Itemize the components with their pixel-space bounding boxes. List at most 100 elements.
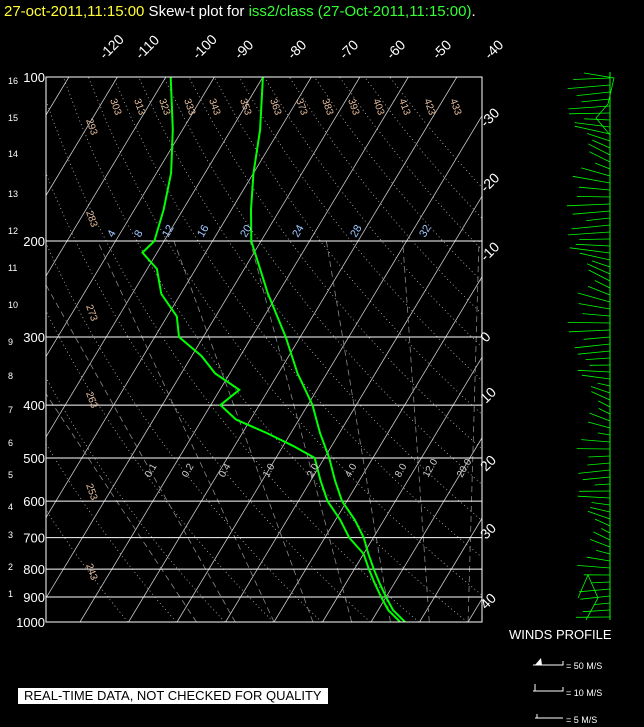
temperature-top-tick-label: -70: [336, 36, 362, 62]
wind-barb: [593, 602, 611, 605]
temperature-right-tick-label: -20: [477, 169, 503, 195]
height-tick-label: 14: [8, 149, 18, 159]
wind-barb: [587, 510, 611, 520]
temperature-right-tick-label: 10: [477, 384, 499, 406]
wind-barb: [577, 292, 611, 303]
wind-barb: [583, 336, 611, 340]
barb-5-label: = 5 M/S: [566, 715, 598, 725]
wind-barb: [598, 408, 611, 415]
temperature-right-tick-label: 20: [477, 452, 499, 474]
temperature-right-tick-label: 30: [477, 520, 499, 542]
wind-barb: [577, 495, 611, 499]
dry-adiabat: [213, 77, 482, 415]
temperature-top-tick-label: -90: [231, 36, 257, 62]
wind-barb-top: [583, 72, 615, 136]
theta-label: 243: [83, 562, 99, 582]
barb-10-label: = 10 M/S: [566, 688, 603, 698]
dry-adiabat: [163, 77, 482, 485]
wind-barb: [591, 502, 611, 506]
theta-label: 323: [156, 97, 172, 117]
height-tick-label: 12: [8, 226, 18, 236]
pressure-tick-label: 400: [23, 398, 45, 413]
temperature-top-tick-label: -60: [383, 36, 409, 62]
pressure-tick-label: 300: [23, 330, 45, 345]
wind-barb: [588, 269, 611, 282]
wind-barb: [591, 581, 611, 584]
mixing-ratio-label: 32: [417, 223, 434, 240]
height-tick-label: 2: [8, 562, 13, 572]
dry-adiabat: [46, 509, 129, 622]
wind-barb: [581, 167, 611, 177]
isotherm: [46, 77, 118, 197]
isotherm: [225, 195, 482, 622]
wind-barb: [586, 217, 611, 221]
wind-barb: [587, 462, 611, 466]
isotherm: [79, 77, 409, 622]
wind-barb: [585, 357, 611, 360]
dry-adiabat: [188, 77, 482, 450]
wind-barb: [568, 329, 611, 333]
wind-barb: [601, 528, 611, 534]
wind-barb: [591, 260, 611, 268]
theta-label: 283: [83, 209, 99, 229]
lower-mixing-label: 12.0: [421, 457, 440, 480]
wind-barb: [586, 263, 611, 275]
wind-barb: [574, 343, 611, 349]
plot-border: [45, 76, 483, 623]
theta-label: 393: [345, 97, 361, 117]
pressure-tick-label: 200: [23, 234, 45, 249]
mixing-ratio-label: 20: [238, 223, 255, 240]
pressure-tick-label: 1000: [16, 615, 45, 630]
wind-barb: [597, 432, 611, 436]
wind-barb: [587, 133, 611, 142]
dry-adiabat: [88, 77, 482, 596]
wind-barb: [578, 303, 611, 310]
theta-label: 303: [107, 97, 123, 117]
wind-barb: [595, 549, 611, 555]
height-tick-label: 16: [8, 76, 18, 86]
height-tick-label: 9: [8, 337, 13, 347]
theta-label: 263: [83, 390, 99, 410]
wind-barb: [588, 455, 611, 458]
moist-adiabat: [402, 241, 430, 622]
wind-barb: [566, 203, 611, 207]
wind-barb: [581, 374, 611, 380]
mixing-ratio-label: 8: [132, 228, 145, 239]
wind-barb: [590, 507, 611, 513]
barb-50-icon: [533, 661, 564, 666]
lower-mixing-label: 0.1: [143, 462, 160, 480]
height-tick-label: 11: [8, 263, 17, 273]
height-tick-label: 1: [8, 589, 13, 599]
wind-barb: [576, 91, 611, 96]
temperature-top-tick-label: -40: [481, 36, 507, 62]
mixing-ratio-label: 4: [105, 228, 118, 239]
wind-barb: [598, 400, 611, 408]
wind-barb: [567, 84, 611, 89]
wind-barb: [579, 238, 611, 240]
dry-adiabat: [46, 172, 371, 622]
mixing-ratio-label: 12: [160, 223, 177, 240]
temperature-top-tick-label: -120: [96, 31, 127, 62]
plot-area: [46, 77, 482, 622]
isotherm: [46, 77, 312, 519]
temperature-right-tick-label: -30: [477, 104, 503, 130]
wind-barb: [582, 476, 611, 481]
wind-barb: [578, 186, 611, 191]
wind-barb: [577, 350, 611, 355]
wind-barb: [582, 313, 611, 317]
winds-profile-label: WINDS PROFILE: [509, 627, 612, 642]
wind-barb: [580, 595, 611, 600]
height-tick-label: 3: [8, 530, 13, 540]
wind-barb: [567, 322, 611, 324]
wind-barb: [569, 247, 611, 254]
title-time: 27-oct-2011,11:15:00: [4, 3, 145, 20]
mixing-ratio-label: 16: [195, 223, 212, 240]
theta-label: 383: [319, 97, 335, 117]
theta-label: 353: [237, 97, 253, 117]
wind-barb: [581, 98, 611, 103]
wind-barb: [577, 369, 611, 373]
wind-barb: [594, 280, 611, 289]
theta-label: 403: [370, 97, 386, 117]
pressure-tick-label: 800: [23, 562, 45, 577]
theta-label: 413: [396, 97, 412, 117]
